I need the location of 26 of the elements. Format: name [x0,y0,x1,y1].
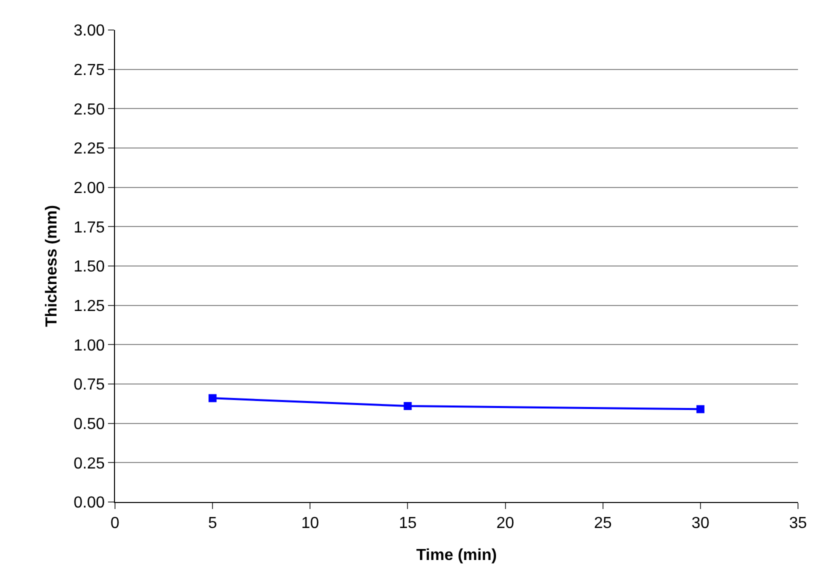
y-tick-label: 2.00 [74,180,105,197]
x-tick-label: 0 [110,515,120,532]
x-tick-label: 25 [594,515,612,532]
y-tick-label: 1.00 [74,337,105,354]
point [208,394,217,402]
x-tick-label: 15 [398,515,417,532]
point [696,405,704,414]
y-tick-label: 1.25 [74,298,105,315]
y-tick-label: 1.50 [74,258,105,276]
x-tick-label: 20 [496,515,514,532]
y-tick-label: 0.25 [74,455,105,472]
y-tick-label: 1.75 [74,219,105,236]
y-tick-label: 0.75 [74,376,105,394]
y-tick-label: 2.75 [74,62,105,79]
x-tick-label: 35 [789,515,807,532]
y-axis-title: Thickness (mm) [44,205,61,327]
y-tick-label: 2.25 [74,140,105,158]
y-tick-label: 0.50 [74,416,105,433]
x-tick-label: 10 [301,515,320,532]
y-tick-label: 2.50 [74,101,105,118]
point [404,402,412,410]
x-axis-title: Time (min) [416,547,497,564]
y-tick-label: 3.00 [74,22,105,40]
x-tick-label: 5 [208,515,218,532]
y-tick-label: 0.00 [74,494,105,512]
x-tick-label: 30 [692,515,710,532]
